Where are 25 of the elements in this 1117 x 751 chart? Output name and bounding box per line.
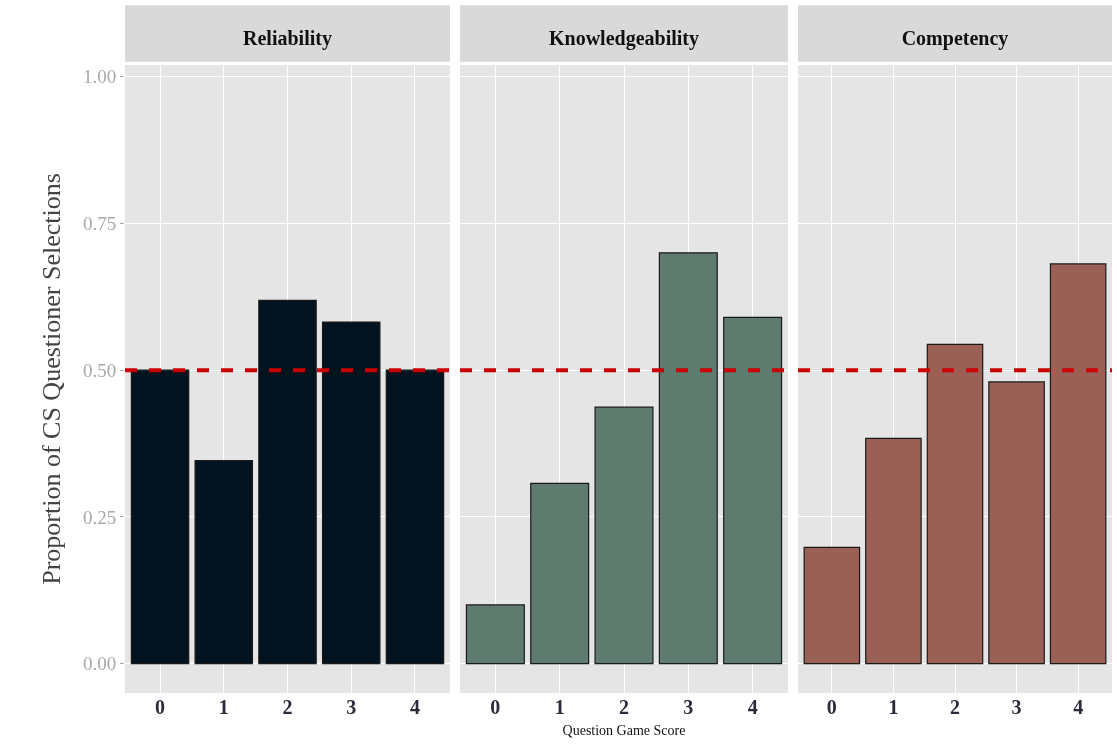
x-tick-label: 1	[554, 696, 565, 718]
x-tick-label: 4	[409, 696, 420, 718]
chart-title: Competency	[901, 27, 1009, 50]
x-tick-label: 2	[619, 696, 629, 718]
x-tick-label: 2	[282, 696, 293, 718]
x-tick-label: 3	[346, 696, 357, 718]
chart-title: Knowledgeability	[548, 27, 700, 50]
y-tick-label: 0.75	[82, 213, 117, 235]
x-tick-label: 3	[1011, 696, 1022, 718]
x-tick-label: 0	[490, 696, 501, 718]
x-tick-label: 2	[950, 696, 960, 718]
x-tick-label: 1	[888, 696, 899, 718]
x-tick-label: 4	[747, 696, 758, 718]
y-tick-label: 0.50	[82, 359, 117, 381]
x-tick-label: 4	[1073, 696, 1084, 718]
x-tick-label: 0	[155, 696, 166, 718]
y-axis-title: Proportion of CS Questioner Selections	[37, 173, 67, 585]
x-tick-label: 1	[218, 696, 229, 718]
chart-title: Reliability	[243, 27, 332, 50]
y-tick-label: 0.00	[82, 653, 117, 675]
x-tick-label: 3	[683, 696, 694, 718]
x-axis-title: Question Game Score	[562, 723, 686, 739]
x-tick-label: 0	[826, 696, 837, 718]
y-tick-label: 1.00	[82, 66, 117, 88]
y-tick-label: 0.25	[82, 506, 117, 528]
